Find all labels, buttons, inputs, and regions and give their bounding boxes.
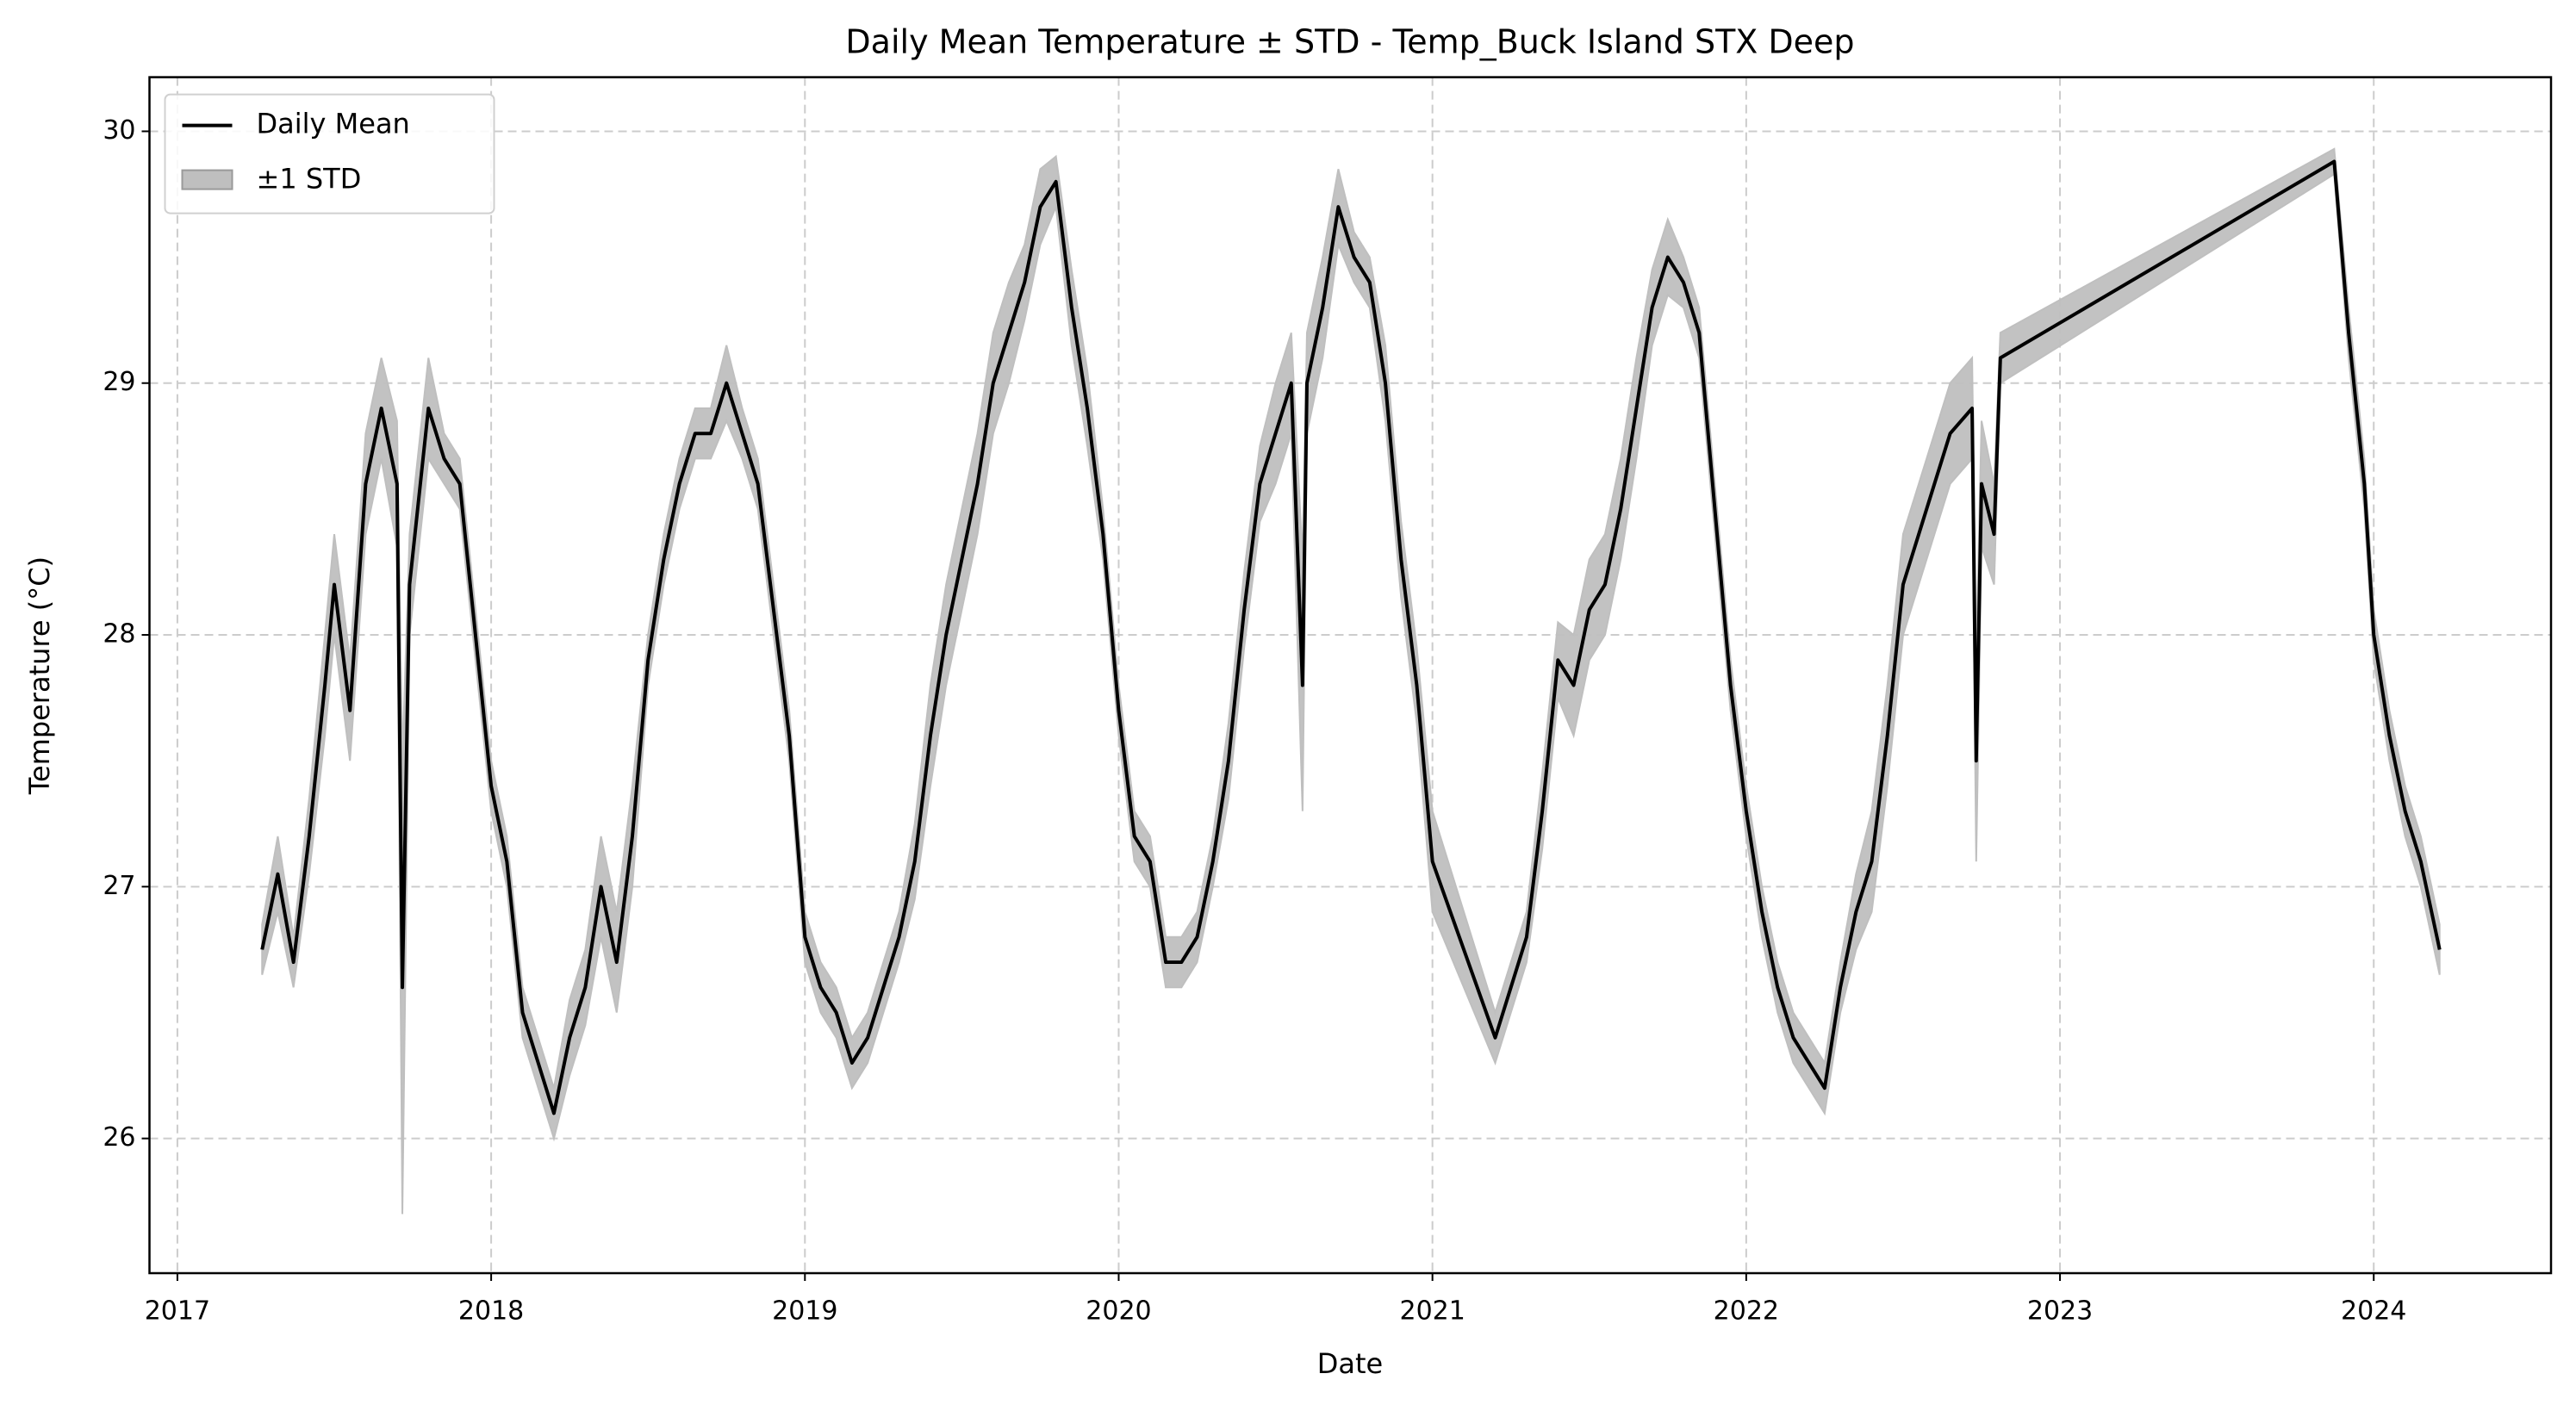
x-tick-label: 2017 bbox=[145, 1296, 210, 1327]
plot-frame bbox=[148, 76, 2553, 1275]
x-tick-label: 2019 bbox=[772, 1296, 837, 1327]
x-tick-label: 2020 bbox=[1086, 1296, 1151, 1327]
legend-swatch bbox=[181, 169, 233, 190]
legend-label: ±1 STD bbox=[257, 163, 362, 196]
y-tick-label: 26 bbox=[103, 1122, 135, 1153]
x-tick-label: 2021 bbox=[1399, 1296, 1465, 1327]
x-tick-label: 2023 bbox=[2027, 1296, 2093, 1327]
y-tick-label: 29 bbox=[103, 367, 135, 397]
mean-line bbox=[260, 159, 2442, 1116]
legend-box bbox=[164, 93, 495, 214]
x-tick-label: 2024 bbox=[2341, 1296, 2406, 1327]
x-tick-label: 2022 bbox=[1714, 1296, 1779, 1327]
x-axis-label: Date bbox=[1317, 1347, 1383, 1380]
x-tick-label: 2018 bbox=[458, 1296, 524, 1327]
y-axis-label: Temperature (°C) bbox=[23, 556, 56, 795]
y-tick-label: 28 bbox=[103, 619, 135, 650]
y-tick-label: 27 bbox=[103, 871, 135, 901]
y-tick-label: 30 bbox=[103, 115, 135, 146]
legend-label: Daily Mean bbox=[257, 108, 410, 140]
chart-title: Daily Mean Temperature ± STD - Temp_Buck… bbox=[845, 23, 1854, 61]
